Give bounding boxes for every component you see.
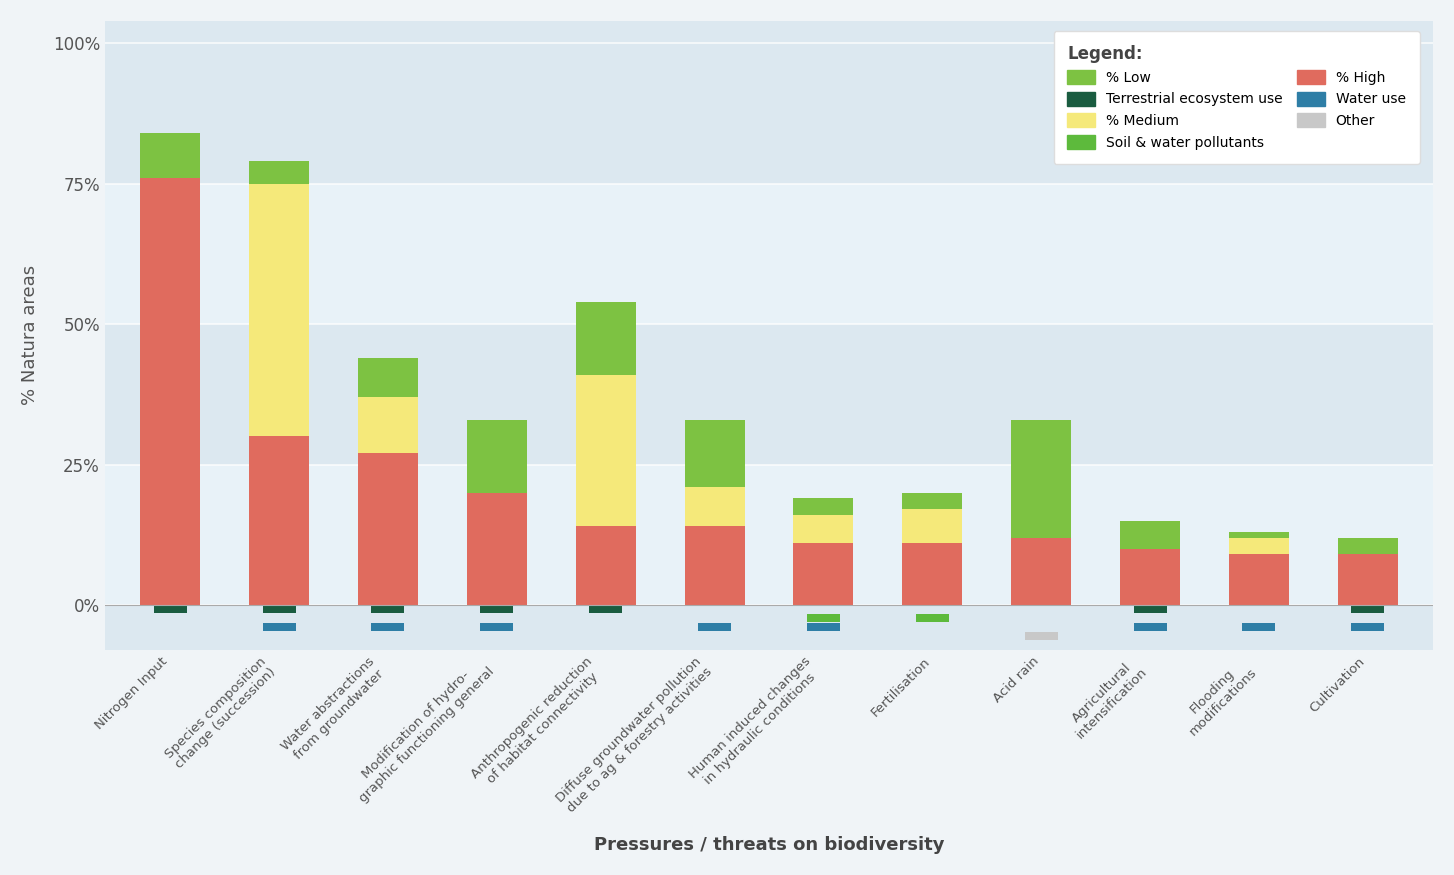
Bar (903, 543, 963, 605)
Bar (1351, 623, 1384, 631)
Bar (685, 526, 744, 605)
Bar (154, 605, 186, 613)
Bar (1134, 623, 1166, 631)
Bar (1229, 555, 1288, 605)
Bar (249, 437, 310, 605)
Bar (1012, 537, 1072, 605)
Bar (1338, 555, 1397, 605)
Bar (903, 493, 963, 509)
Bar (794, 543, 853, 605)
Bar (576, 526, 635, 605)
Bar (105, 324, 1434, 465)
Bar (249, 161, 310, 184)
Bar (589, 605, 622, 613)
Bar (371, 623, 404, 631)
Bar (263, 605, 295, 613)
Bar (358, 358, 417, 397)
Bar (807, 614, 840, 622)
Bar (794, 498, 853, 515)
Bar (105, 43, 1434, 184)
Bar (685, 487, 744, 526)
Bar (576, 374, 635, 526)
Bar (263, 623, 295, 631)
Bar (1025, 632, 1057, 640)
Bar (358, 453, 417, 605)
Legend: % Low, Terrestrial ecosystem use, % Medium, Soil & water pollutants, % High, Wat: % Low, Terrestrial ecosystem use, % Medi… (1054, 31, 1419, 164)
Bar (105, 465, 1434, 605)
Bar (1012, 420, 1072, 537)
Bar (794, 515, 853, 543)
Bar (1120, 549, 1181, 605)
Bar (685, 420, 744, 487)
Bar (1338, 537, 1397, 555)
Bar (576, 302, 635, 374)
Bar (903, 509, 963, 543)
Bar (698, 623, 731, 631)
Bar (467, 420, 526, 493)
Bar (1120, 521, 1181, 549)
Bar (1229, 537, 1288, 555)
Bar (105, 184, 1434, 324)
Bar (249, 184, 310, 437)
X-axis label: Pressures / threats on biodiversity: Pressures / threats on biodiversity (593, 836, 944, 854)
Bar (371, 605, 404, 613)
Bar (1351, 605, 1384, 613)
Bar (1134, 605, 1166, 613)
Y-axis label: % Natura areas: % Natura areas (20, 265, 39, 405)
Bar (480, 623, 513, 631)
Bar (807, 623, 840, 631)
Bar (1243, 623, 1275, 631)
Bar (1229, 532, 1288, 537)
Bar (916, 614, 949, 622)
Bar (467, 493, 526, 605)
Bar (480, 605, 513, 613)
Bar (140, 178, 201, 605)
Bar (358, 397, 417, 453)
Bar (140, 133, 201, 178)
